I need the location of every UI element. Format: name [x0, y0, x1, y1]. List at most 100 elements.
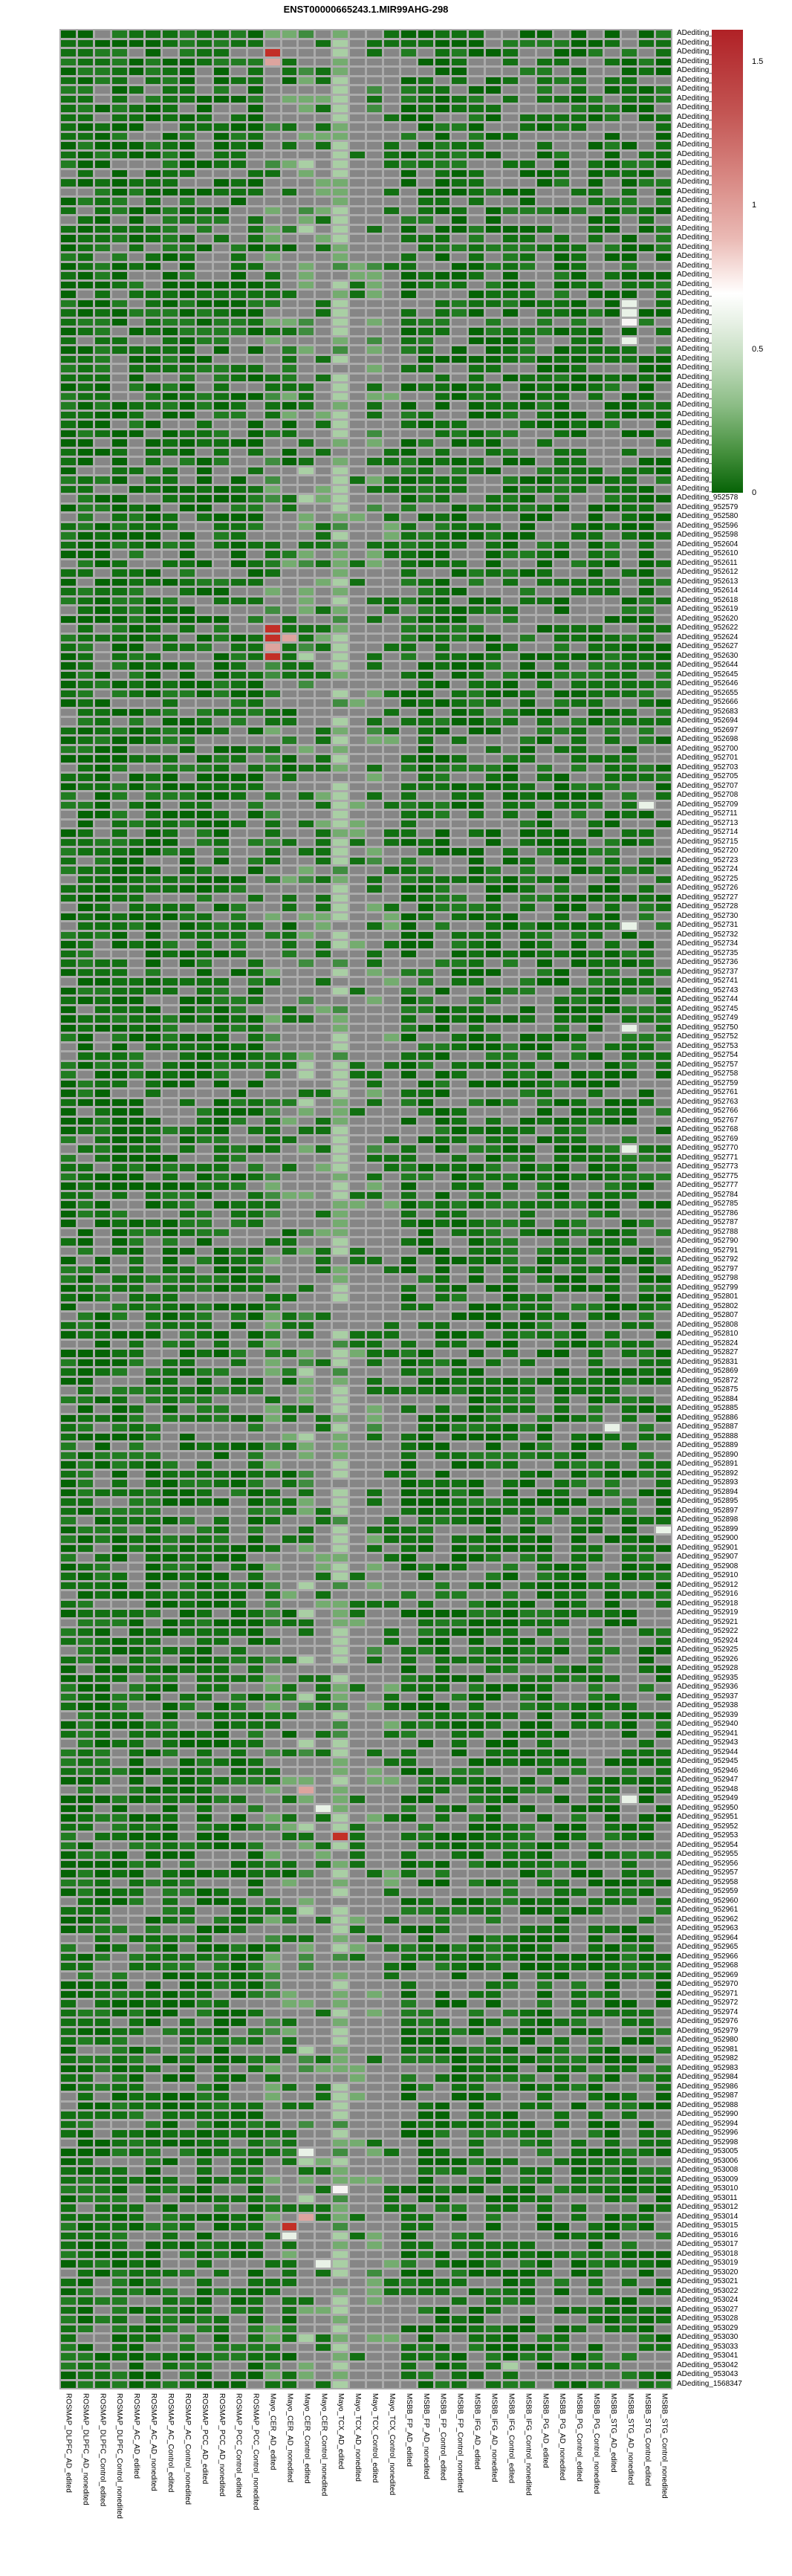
heatmap-cell — [95, 737, 110, 744]
heatmap-cell — [129, 142, 144, 149]
heatmap-cell — [61, 551, 76, 558]
heatmap-cell — [486, 1164, 501, 1171]
heatmap-cell — [401, 282, 416, 289]
heatmap-cell — [316, 560, 331, 568]
heatmap-cell — [503, 560, 518, 568]
heatmap-cell — [316, 867, 331, 874]
heatmap-cell — [112, 523, 127, 531]
heatmap-cell — [537, 421, 552, 428]
heatmap-cell — [554, 319, 569, 326]
heatmap-cell — [622, 988, 637, 995]
heatmap-cell — [418, 421, 433, 428]
heatmap-cell — [418, 365, 433, 372]
heatmap-cell — [384, 1136, 399, 1144]
heatmap-cell — [537, 189, 552, 196]
heatmap-cell — [469, 105, 484, 112]
heatmap-cell — [265, 662, 280, 670]
heatmap-cell — [622, 672, 637, 679]
heatmap-cell — [367, 30, 382, 38]
heatmap-cell — [605, 226, 620, 233]
heatmap-cell — [656, 598, 671, 605]
heatmap-cell — [333, 161, 348, 168]
heatmap-cell — [248, 1220, 263, 1227]
heatmap-cell — [605, 235, 620, 242]
heatmap-cell — [520, 598, 535, 605]
heatmap-cell — [571, 319, 586, 326]
heatmap-cell — [503, 226, 518, 233]
heatmap-cell — [61, 1043, 76, 1051]
heatmap-cell — [384, 765, 399, 772]
heatmap-cell — [299, 1127, 314, 1134]
heatmap-cell — [282, 1211, 297, 1218]
heatmap-cell — [282, 988, 297, 995]
heatmap-cell — [231, 653, 246, 661]
heatmap-cell — [520, 412, 535, 419]
heatmap-cell — [486, 1201, 501, 1208]
heatmap-cell — [656, 476, 671, 484]
heatmap-cell — [299, 774, 314, 781]
heatmap-cell — [129, 811, 144, 818]
heatmap-cell — [656, 1108, 671, 1116]
heatmap-cell — [129, 328, 144, 335]
heatmap-cell — [520, 1266, 535, 1274]
heatmap-cell — [61, 77, 76, 85]
heatmap-cell — [282, 792, 297, 800]
heatmap-cell — [418, 904, 433, 911]
heatmap-cell — [588, 1090, 603, 1097]
heatmap-cell — [282, 235, 297, 242]
heatmap-cell — [180, 532, 195, 540]
heatmap-cell — [265, 68, 280, 75]
heatmap-cell — [554, 1090, 569, 1097]
heatmap-cell — [78, 1182, 93, 1190]
heatmap-cell — [112, 300, 127, 308]
heatmap-cell — [571, 1211, 586, 1218]
heatmap-cell — [367, 1136, 382, 1144]
heatmap-cell — [605, 375, 620, 382]
heatmap-cell — [112, 375, 127, 382]
heatmap-cell — [520, 514, 535, 521]
heatmap-cell — [367, 49, 382, 56]
heatmap-cell — [265, 1127, 280, 1134]
heatmap-cell — [571, 402, 586, 410]
heatmap-cell — [486, 1182, 501, 1190]
heatmap-cell — [367, 606, 382, 614]
heatmap-cell — [78, 49, 93, 56]
heatmap-cell — [163, 430, 178, 438]
heatmap-cell — [180, 1164, 195, 1171]
heatmap-cell — [333, 932, 348, 939]
heatmap-cell — [316, 1090, 331, 1097]
heatmap-cell — [639, 49, 654, 56]
heatmap-cell — [503, 1182, 518, 1190]
heatmap-cell — [112, 384, 127, 391]
heatmap-cell — [180, 1108, 195, 1116]
heatmap-cell — [418, 1313, 433, 1320]
heatmap-cell — [588, 319, 603, 326]
heatmap-cell — [265, 728, 280, 735]
heatmap-cell — [418, 291, 433, 298]
heatmap-cell — [197, 123, 212, 131]
heatmap-cell — [486, 699, 501, 707]
heatmap-cell — [571, 1164, 586, 1171]
heatmap-cell — [571, 616, 586, 624]
heatmap-cell — [78, 152, 93, 159]
heatmap-cell — [656, 1006, 671, 1014]
heatmap-cell — [248, 1304, 263, 1311]
heatmap-cell — [78, 653, 93, 661]
heatmap-cell — [265, 291, 280, 298]
heatmap-cell — [231, 532, 246, 540]
heatmap-cell — [333, 858, 348, 865]
heatmap-cell — [520, 96, 535, 103]
heatmap-cell — [537, 402, 552, 410]
heatmap-cell — [452, 365, 467, 372]
heatmap-cell — [112, 495, 127, 502]
heatmap-cell — [112, 337, 127, 345]
heatmap-cell — [401, 375, 416, 382]
heatmap-cell — [537, 449, 552, 456]
heatmap-cell — [282, 635, 297, 642]
heatmap-cell — [146, 876, 160, 884]
heatmap-cell — [367, 216, 382, 224]
heatmap-cell — [146, 1304, 160, 1311]
heatmap-cell — [197, 662, 212, 670]
heatmap-cell — [95, 709, 110, 716]
heatmap-cell — [588, 96, 603, 103]
